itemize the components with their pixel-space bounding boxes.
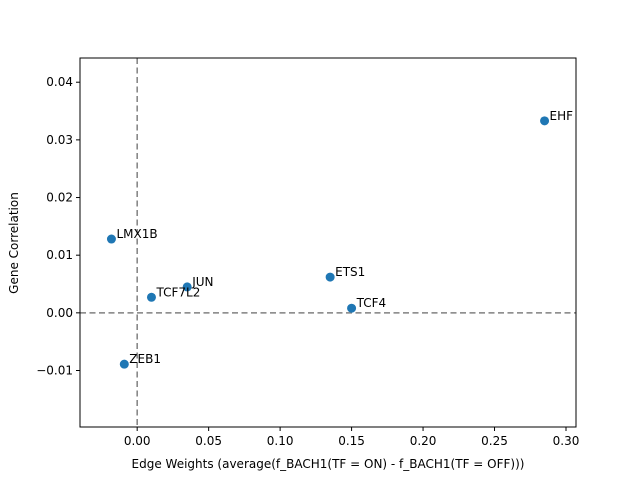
point-label-ehf: EHF: [550, 109, 574, 123]
x-axis-ticks: 0.00 0.05 0.10 0.15 0.20 0.25 0.30: [124, 427, 580, 448]
data-point-tcf7l2: [146, 292, 156, 302]
data-point-lmx1b: [106, 234, 116, 244]
plot-area-frame: [79, 57, 577, 428]
point-label-ets1: ETS1: [335, 265, 365, 279]
data-point-zeb1: [119, 359, 129, 369]
data-points: [106, 116, 550, 369]
x-tick-label: 0.10: [267, 434, 294, 448]
y-tick-label: 0.03: [46, 133, 73, 147]
point-label-zeb1: ZEB1: [129, 352, 161, 366]
x-tick-label: 0.05: [195, 434, 222, 448]
x-tick-label: 0.30: [553, 434, 580, 448]
reference-lines: [80, 58, 576, 427]
x-tick-label: 0.00: [124, 434, 151, 448]
point-label-lmx1b: LMX1B: [116, 227, 157, 241]
point-label-jun: JUN: [191, 275, 213, 289]
point-label-tcf7l2: TCF7L2: [155, 285, 200, 299]
y-tick-label: 0.02: [46, 191, 73, 205]
data-point-ets1: [325, 272, 335, 282]
x-tick-label: 0.25: [481, 434, 508, 448]
y-tick-label: 0.04: [46, 75, 73, 89]
x-tick-label: 0.20: [410, 434, 437, 448]
y-axis-ticks: −0.01 0.00 0.01 0.02 0.03 0.04: [36, 75, 80, 377]
x-axis-label: Edge Weights (average(f_BACH1(TF = ON) -…: [132, 457, 525, 471]
data-point-jun: [182, 282, 192, 292]
point-label-tcf4: TCF4: [356, 296, 387, 310]
x-tick-label: 0.15: [338, 434, 365, 448]
y-axis-label: Gene Correlation: [7, 192, 21, 294]
data-point-tcf4: [347, 303, 357, 313]
data-point-ehf: [540, 116, 550, 126]
y-tick-label: 0.01: [46, 248, 73, 262]
y-tick-label: −0.01: [36, 363, 73, 377]
y-tick-label: 0.00: [46, 306, 73, 320]
